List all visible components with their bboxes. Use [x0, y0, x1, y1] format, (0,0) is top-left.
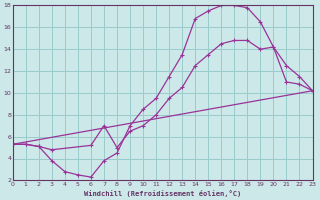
- X-axis label: Windchill (Refroidissement éolien,°C): Windchill (Refroidissement éolien,°C): [84, 190, 241, 197]
